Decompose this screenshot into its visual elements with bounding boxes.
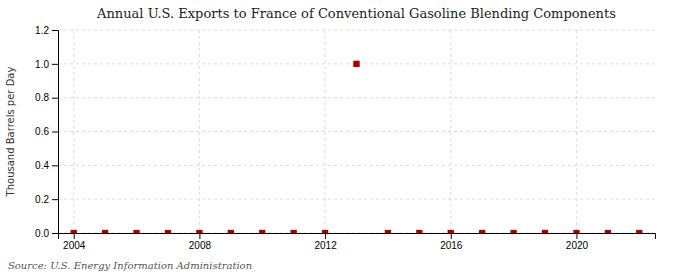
point bbox=[605, 230, 611, 233]
tick-mark bbox=[451, 233, 452, 239]
point bbox=[416, 230, 422, 233]
grid-line bbox=[199, 30, 200, 233]
source-note: Source: U.S. Energy Information Administ… bbox=[8, 260, 252, 271]
y-axis-title: Thousand Barrels per Day bbox=[5, 67, 16, 198]
tick: 2012 bbox=[314, 233, 337, 251]
tick-mark bbox=[74, 233, 75, 239]
tick: 0.8 bbox=[35, 92, 58, 103]
tick-label: 0.2 bbox=[35, 194, 49, 205]
tick-label: 1.2 bbox=[35, 25, 49, 36]
grid-line bbox=[58, 97, 655, 98]
tick-mark bbox=[52, 64, 58, 65]
tick-mark bbox=[325, 233, 326, 239]
point bbox=[479, 230, 485, 233]
grid bbox=[58, 30, 655, 233]
tick-mark bbox=[52, 98, 58, 99]
point bbox=[71, 230, 77, 233]
y-axis: 0.0 0.2 0.4 0.6 0.8 1.0 1.2 bbox=[35, 25, 58, 239]
tick: 0.4 bbox=[35, 160, 58, 171]
title: Annual U.S. Exports to France of Convent… bbox=[96, 6, 616, 21]
tick: 0.2 bbox=[35, 194, 58, 205]
point bbox=[353, 61, 359, 67]
tick: 0.6 bbox=[35, 126, 58, 137]
grid-line bbox=[58, 131, 655, 132]
x-axis: 2004 2008 2012 2016 2020 bbox=[59, 233, 656, 251]
axis-line bbox=[52, 31, 59, 234]
tick: 1.0 bbox=[35, 59, 58, 70]
tick-label: 2004 bbox=[63, 240, 86, 251]
point bbox=[510, 230, 516, 233]
tick: 2016 bbox=[440, 233, 463, 251]
point bbox=[196, 230, 202, 233]
tick-label: 2020 bbox=[566, 240, 589, 251]
plot: 2004 2008 2012 2016 2020 0.0 0.2 0.4 0.6 0.8 1.0 1.… bbox=[35, 25, 655, 251]
tick: 1.2 bbox=[35, 25, 58, 36]
tick: 0.0 bbox=[35, 228, 58, 239]
tick-label: 2012 bbox=[314, 240, 337, 251]
tick-mark bbox=[576, 233, 577, 239]
grid-line bbox=[450, 30, 451, 233]
tick-label: 2008 bbox=[189, 240, 212, 251]
points bbox=[71, 61, 643, 233]
point bbox=[290, 230, 296, 233]
grid-line bbox=[576, 30, 577, 233]
tick-label: 0.6 bbox=[35, 126, 49, 137]
point bbox=[165, 230, 171, 233]
point bbox=[133, 230, 139, 233]
tick-mark bbox=[52, 233, 58, 234]
point bbox=[573, 230, 579, 233]
tick: 2008 bbox=[189, 233, 212, 251]
point bbox=[448, 230, 454, 233]
tick: 2004 bbox=[63, 233, 86, 251]
tick-mark bbox=[52, 199, 58, 200]
tick-mark bbox=[199, 233, 200, 239]
grid-line bbox=[58, 30, 655, 31]
point bbox=[636, 230, 642, 233]
axis-line bbox=[59, 234, 656, 240]
tick-label: 0.4 bbox=[35, 160, 49, 171]
point bbox=[385, 230, 391, 233]
grid-line bbox=[73, 30, 74, 233]
grid-line bbox=[325, 30, 326, 233]
tick: 2020 bbox=[566, 233, 589, 251]
tick-label: 0.0 bbox=[35, 228, 49, 239]
tick-label: 2016 bbox=[440, 240, 463, 251]
chart: 2004 2008 2012 2016 2020 0.0 0.2 0.4 0.6 0.8 1.0 1.… bbox=[0, 0, 675, 275]
tick-mark bbox=[52, 30, 58, 31]
tick-label: 1.0 bbox=[35, 59, 49, 70]
point bbox=[102, 230, 108, 233]
tick-mark bbox=[52, 132, 58, 133]
grid-line bbox=[58, 165, 655, 166]
tick-mark bbox=[52, 165, 58, 166]
point bbox=[322, 230, 328, 233]
tick-label: 0.8 bbox=[35, 92, 49, 103]
grid-line bbox=[58, 199, 655, 200]
point bbox=[228, 230, 234, 233]
point bbox=[259, 230, 265, 233]
point bbox=[542, 230, 548, 233]
